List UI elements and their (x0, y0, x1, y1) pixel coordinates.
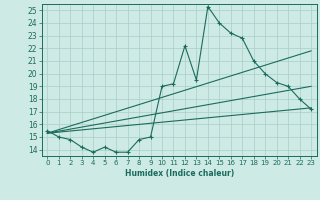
X-axis label: Humidex (Indice chaleur): Humidex (Indice chaleur) (124, 169, 234, 178)
